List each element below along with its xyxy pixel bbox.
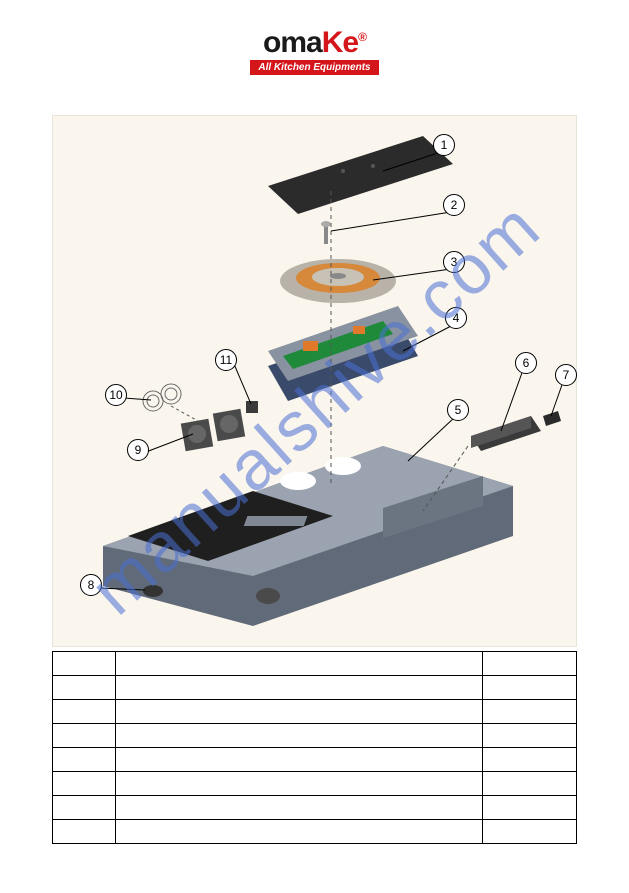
table-row xyxy=(53,772,577,796)
callout-9: 9 xyxy=(127,439,149,461)
callout-10: 10 xyxy=(105,384,127,406)
table-row xyxy=(53,724,577,748)
table-row xyxy=(53,820,577,844)
callout-8: 8 xyxy=(80,574,102,596)
table-row xyxy=(53,676,577,700)
logo-part-1: oma xyxy=(263,26,322,59)
callout-1: 1 xyxy=(433,134,455,156)
callout-11: 11 xyxy=(215,349,237,371)
callout-2: 2 xyxy=(443,194,465,216)
logo-tagline: All Kitchen Equipments xyxy=(250,60,378,75)
logo-wordmark: omaKe® xyxy=(263,28,366,58)
leader-lines xyxy=(53,116,578,648)
table-row xyxy=(53,748,577,772)
callout-6: 6 xyxy=(515,352,537,374)
header: omaKe® All Kitchen Equipments xyxy=(0,0,629,75)
exploded-view-diagram: manualshive.com xyxy=(52,115,577,647)
callout-5: 5 xyxy=(447,399,469,421)
callout-4: 4 xyxy=(445,307,467,329)
logo-part-2: Ke xyxy=(322,26,358,59)
table-row xyxy=(53,700,577,724)
table xyxy=(52,651,577,844)
table-row xyxy=(53,796,577,820)
logo-registered: ® xyxy=(358,30,366,44)
parts-table xyxy=(52,651,577,844)
table-row xyxy=(53,652,577,676)
brand-logo: omaKe® All Kitchen Equipments xyxy=(250,28,378,75)
callout-7: 7 xyxy=(555,364,577,386)
callout-3: 3 xyxy=(443,251,465,273)
